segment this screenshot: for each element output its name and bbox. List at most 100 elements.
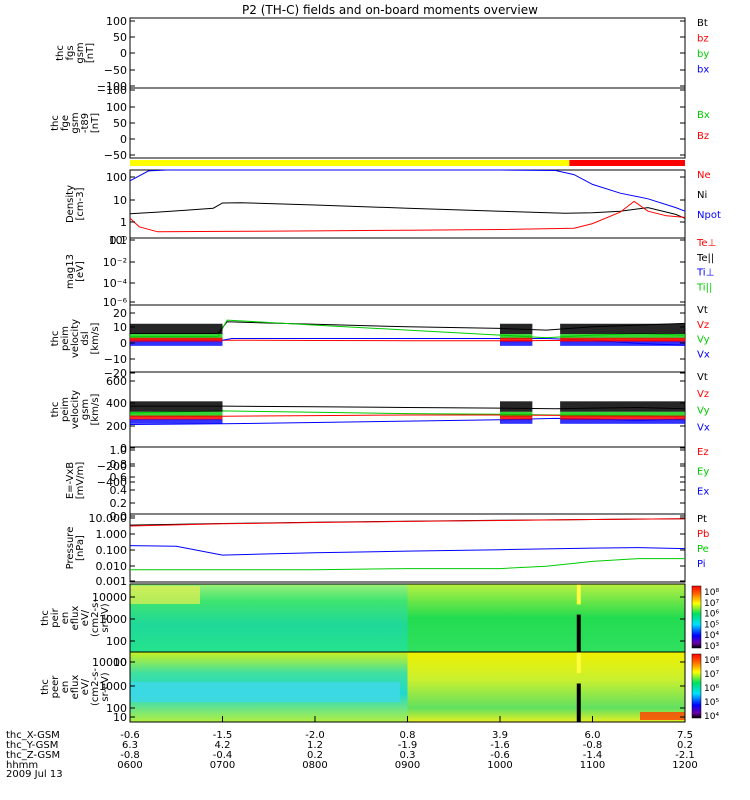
panel-frame bbox=[129, 237, 686, 306]
colorbar-tick-label: 10⁴ bbox=[704, 712, 719, 722]
y-tick-label: −50 bbox=[104, 64, 127, 77]
panel-mode-bar bbox=[130, 160, 685, 166]
panel-frame bbox=[129, 87, 686, 159]
legend-vx: Vx bbox=[697, 422, 710, 433]
panel-p7: 1.00.80.60.40.20.0 E=-VxB [mV/m] Ez Ey Ex bbox=[65, 444, 709, 523]
colorbar-tick-label: 10³ bbox=[704, 642, 719, 652]
heatmap-block-late bbox=[407, 652, 685, 722]
legend-bx: Bx bbox=[697, 110, 710, 121]
mode-segment-1 bbox=[569, 160, 685, 166]
footer-row-label: thc_Z-GSM bbox=[6, 750, 60, 761]
y-tick-label: 1000 bbox=[99, 680, 127, 693]
y-tick-label: 0 bbox=[120, 442, 127, 455]
heatmap-gap bbox=[576, 652, 581, 673]
noise-band-vt bbox=[500, 401, 533, 412]
panel-p3: 100 10 1 0.1 Density [cm-3] Ne Ni Npot bbox=[65, 169, 721, 247]
y-axis-label: Pressure bbox=[65, 527, 76, 570]
y-tick-label: 10 bbox=[113, 321, 127, 334]
heatmap-feature bbox=[130, 586, 200, 604]
noise-band-vz bbox=[130, 337, 223, 343]
footer-value: 3.9 bbox=[492, 730, 508, 741]
y-tick-label: 50 bbox=[113, 117, 127, 130]
heatmap-feature bbox=[640, 712, 685, 720]
series-pb-line bbox=[129, 518, 686, 527]
legend-vz: Vz bbox=[697, 320, 709, 331]
noise-band-vt bbox=[130, 401, 223, 412]
colorbar-tick-label: 10⁵ bbox=[704, 698, 719, 708]
footer-value: 0600 bbox=[117, 760, 142, 771]
y-tick-label: 10000 bbox=[92, 656, 127, 669]
footer-value: -0.6 bbox=[120, 730, 140, 741]
y-axis-label: thc bbox=[50, 331, 61, 347]
y-axis-label: velocity bbox=[70, 319, 81, 358]
y-axis-label: (cm2-s- bbox=[90, 668, 101, 706]
y-axis-label: eV/ bbox=[80, 678, 91, 695]
y-axis-label: peir bbox=[50, 607, 61, 627]
footer-row-label: thc_Y-GSM bbox=[6, 740, 58, 751]
panel-p1: 100 50 0 −50 −100 thc fgs gsm [nT] Bt bz by bx bbox=[55, 15, 709, 93]
y-tick-label: 1 bbox=[120, 216, 127, 229]
legend-pb: Pb bbox=[697, 529, 709, 540]
noise-band-vx bbox=[560, 341, 685, 346]
noise-band-vy bbox=[500, 411, 533, 418]
y-axis-label: peim bbox=[60, 326, 71, 351]
footer-value: 1000 bbox=[487, 760, 512, 771]
panel-p2: 100 50 0 −50 −100 thc fge gsm -t89 [nT] Bx Bz bbox=[50, 84, 710, 162]
colorbar-tick-label: 10⁶ bbox=[704, 610, 719, 620]
y-tick-label: 20 bbox=[113, 307, 127, 320]
footer-value: 0700 bbox=[210, 760, 235, 771]
legend-by: by bbox=[697, 49, 709, 60]
legend-ez: Ez bbox=[697, 447, 709, 458]
y-axis-label: [cm-3] bbox=[75, 187, 86, 220]
legend-ey: Ey bbox=[697, 467, 709, 478]
legend-ne: Ne bbox=[697, 170, 711, 181]
y-tick-label: 100 bbox=[106, 101, 127, 114]
y-tick-label: 10 bbox=[113, 194, 127, 207]
y-tick-label: 600 bbox=[106, 375, 127, 388]
noise-band-vy bbox=[500, 334, 533, 340]
y-axis-label: -t89 bbox=[80, 113, 91, 133]
footer-value: 0.2 bbox=[677, 740, 693, 751]
noise-band-vy bbox=[130, 334, 223, 340]
y-axis-label: en bbox=[60, 612, 71, 625]
noise-band-vx bbox=[500, 341, 533, 346]
noise-band-vx bbox=[130, 341, 223, 346]
legend-npot: Npot bbox=[697, 210, 721, 221]
colorbar-tick-label: 10⁷ bbox=[704, 599, 719, 609]
legend-vx: Vx bbox=[697, 349, 710, 360]
y-tick-label: 10 bbox=[113, 656, 127, 669]
legend-bx: bx bbox=[697, 65, 709, 76]
legend-te⊥: Te⊥ bbox=[696, 238, 716, 249]
footer-value: 0900 bbox=[395, 760, 420, 771]
y-tick-label: 100 bbox=[106, 171, 127, 184]
series-pi-line bbox=[129, 545, 686, 556]
noise-band-vz bbox=[560, 337, 685, 343]
y-axis-label: fgs bbox=[65, 45, 76, 60]
y-axis-label: [nT] bbox=[90, 113, 101, 133]
y-tick-label: 0.4 bbox=[110, 484, 128, 497]
y-axis-label: mag13 bbox=[65, 254, 76, 289]
footer-value: 1200 bbox=[672, 760, 697, 771]
footer-value: 0.3 bbox=[400, 750, 416, 761]
noise-band-vt bbox=[560, 401, 685, 412]
y-axis-label: [eV] bbox=[75, 261, 86, 282]
legend-bz: bz bbox=[697, 34, 709, 45]
footer-value: 0800 bbox=[302, 760, 327, 771]
footer-value: 1.2 bbox=[307, 740, 323, 751]
y-axis-label: eV/ bbox=[80, 609, 91, 626]
y-axis-label: dsl bbox=[80, 331, 91, 345]
figure-title: P2 (TH-C) fields and on-board moments ov… bbox=[242, 3, 538, 17]
y-axis-label: thc bbox=[50, 402, 61, 418]
y-axis-label: [mV/m] bbox=[75, 462, 86, 500]
y-axis-label: Density bbox=[65, 185, 76, 223]
y-tick-label: 0.6 bbox=[110, 471, 128, 484]
y-tick-label: 0 bbox=[120, 337, 127, 350]
y-tick-label: 10 bbox=[113, 711, 127, 724]
y-axis-label: (cm2-s- bbox=[90, 599, 101, 637]
panel-frame bbox=[129, 513, 686, 583]
y-tick-label: 100 bbox=[106, 635, 127, 648]
